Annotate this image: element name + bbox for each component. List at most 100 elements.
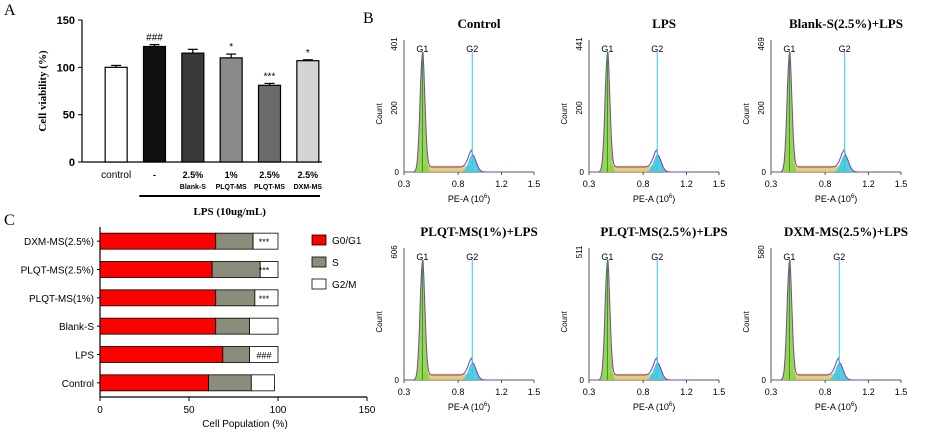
x-tick-label: 1.5 xyxy=(528,179,541,189)
y-axis-label: Count xyxy=(375,103,384,125)
x-tick-label: 1% xyxy=(225,170,238,180)
y-tick-label: DXM-MS(2.5%) xyxy=(24,237,94,248)
x-axis-exponent: 6 xyxy=(669,402,673,408)
y-axis-label: Count xyxy=(375,311,384,333)
x-tick-sublabel: PLQT-MS xyxy=(216,184,247,191)
histogram-outline xyxy=(773,52,874,173)
y-max-label: 606 xyxy=(390,245,399,259)
y-mid-label: 200 xyxy=(575,101,584,115)
x-tick-label: 1.2 xyxy=(495,179,508,189)
x-axis-label: PE-A (106) xyxy=(815,194,857,204)
stacked-bar-segment xyxy=(99,317,217,335)
histogram-title: LPS xyxy=(652,16,676,31)
stacked-bar-segment xyxy=(215,289,256,307)
y-tick-label: PLQT-MS(2.5%) xyxy=(21,266,94,277)
x-tick-label: 0.3 xyxy=(583,179,596,189)
significance-label: *** xyxy=(259,237,270,247)
y-zero-label: 0 xyxy=(395,168,400,177)
x-tick-label: 0.8 xyxy=(819,387,832,397)
g1-peak-label: G1 xyxy=(783,44,795,54)
bar xyxy=(181,52,205,163)
x-axis-exponent: 6 xyxy=(484,194,488,200)
histogram-plot: PLQT-MS(2.5%)+LPS 511 0 Count 0.3 0.8 1.2 1.5 PE… xyxy=(560,224,728,412)
y-axis-label: Count xyxy=(742,103,751,125)
x-tick-label: 0.8 xyxy=(452,387,465,397)
y-tick-label: Control xyxy=(62,379,94,390)
y-axis-label: Count xyxy=(742,311,751,333)
legend-swatch xyxy=(311,234,327,246)
x-tick-label: 1.5 xyxy=(528,387,541,397)
x-tick-sublabel: DXM-MS xyxy=(294,184,323,191)
x-axis-label: PE-A (106) xyxy=(448,402,490,412)
cell-cycle-distribution-chart: 0 50 100 150 Cell Population (%) DXM-MS(2.5%)… xyxy=(21,227,376,430)
significance-label: *** xyxy=(264,71,276,82)
x-tick-label: 0.3 xyxy=(398,179,411,189)
histogram-title: DXM-MS(2.5%)+LPS xyxy=(784,224,908,239)
g1-peak-label: G1 xyxy=(416,44,428,54)
x-axis-label: Cell Population (%) xyxy=(202,419,288,430)
g1-peak-label: G1 xyxy=(601,44,613,54)
y-max-label: 511 xyxy=(575,245,584,258)
y-tick-label: 100 xyxy=(57,62,75,74)
x-tick-label: 0.3 xyxy=(398,387,411,397)
significance-label: * xyxy=(229,42,233,53)
y-max-label: 441 xyxy=(575,37,584,51)
stacked-bar-segment xyxy=(99,374,209,392)
x-axis-close: ) xyxy=(854,194,857,204)
y-tick-label: 50 xyxy=(63,110,75,122)
x-tick-label: 1.5 xyxy=(713,179,726,189)
bar xyxy=(257,84,282,163)
x-tick-label: 1.2 xyxy=(680,387,693,397)
bar xyxy=(104,66,128,163)
x-tick-label: 0 xyxy=(97,405,103,416)
significance-label: * xyxy=(306,48,310,59)
histogram-outline xyxy=(773,260,874,381)
histogram-plot: Blank-S(2.5%)+LPS 469 200 0 Count 0.3 0.8 1.2 1.… xyxy=(742,16,907,204)
x-tick-label: control xyxy=(101,170,131,181)
y-zero-label: 0 xyxy=(580,376,585,385)
g2-peak-label: G2 xyxy=(651,252,663,262)
x-axis-exponent: 6 xyxy=(851,402,855,408)
bar xyxy=(296,60,320,163)
g2-peak-label: G2 xyxy=(833,252,845,262)
y-zero-label: 0 xyxy=(762,376,767,385)
x-axis-exponent: 6 xyxy=(484,402,488,408)
x-tick-label: 0.8 xyxy=(819,179,832,189)
y-tick-label: LPS xyxy=(75,351,94,362)
legend-swatch xyxy=(311,256,327,268)
x-tick-label: 0.8 xyxy=(637,179,650,189)
g2-peak-label: G2 xyxy=(651,44,663,54)
histogram-plot: DXM-MS(2.5%)+LPS 580 0 Count 0.3 0.8 1.2 1.5 PE-… xyxy=(742,224,908,412)
x-tick-label: 1.2 xyxy=(862,387,875,397)
x-tick-label: 1.2 xyxy=(862,179,875,189)
legend-swatch xyxy=(311,278,327,290)
y-mid-label: 200 xyxy=(757,101,766,115)
y-zero-label: 0 xyxy=(395,376,400,385)
x-tick-label: 1.2 xyxy=(495,387,508,397)
x-tick-sublabel: Blank-S xyxy=(180,184,206,191)
y-tick-label: 150 xyxy=(57,15,75,27)
stacked-bar-segment xyxy=(249,317,279,335)
x-tick-label: 2.5% xyxy=(259,170,280,180)
y-tick-label: PLQT-MS(1%) xyxy=(29,294,94,305)
histogram-title: Blank-S(2.5%)+LPS xyxy=(789,16,903,31)
histogram-title: PLQT-MS(1%)+LPS xyxy=(420,224,537,239)
histogram-plot: PLQT-MS(1%)+LPS 606 0 Count 0.3 0.8 1.2 1.5 PE-A… xyxy=(375,224,540,412)
x-tick-label: 50 xyxy=(183,405,195,416)
legend-label: G0/G1 xyxy=(332,236,362,247)
stacked-bar-segment xyxy=(259,261,279,278)
g1-peak-label: G1 xyxy=(601,252,613,262)
panel-letter-b: B xyxy=(363,10,374,27)
x-axis-close: ) xyxy=(487,194,490,204)
x-axis-exponent: 6 xyxy=(669,194,673,200)
significance-label: *** xyxy=(259,294,270,304)
x-tick-label: 1.2 xyxy=(680,179,693,189)
histogram-plot: LPS 441 200 0 Count 0.3 0.8 1.2 1.5 PE-A (106) G1 G… xyxy=(560,16,725,204)
x-axis-close: ) xyxy=(487,402,490,412)
x-axis-exponent: 6 xyxy=(851,194,855,200)
panel-letter-c: C xyxy=(4,212,15,229)
x-tick-label: 2.5% xyxy=(183,170,204,180)
legend-label: G2/M xyxy=(332,280,356,291)
stacked-bar-segment xyxy=(222,346,250,363)
stacked-bar-segment xyxy=(211,261,261,278)
